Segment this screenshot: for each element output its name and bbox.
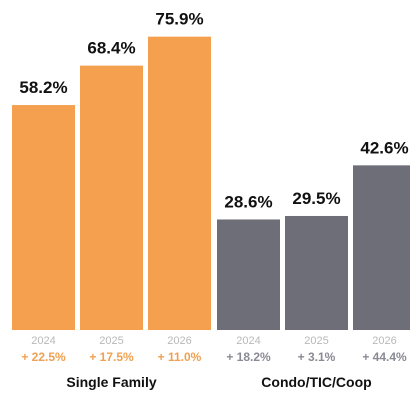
bar	[80, 65, 143, 330]
change-label: + 18.2%	[226, 350, 271, 364]
year-label: 2025	[99, 335, 123, 347]
year-label: 2024	[31, 335, 55, 347]
bar	[217, 219, 280, 330]
change-label: + 44.4%	[362, 350, 407, 364]
change-label: + 22.5%	[21, 350, 66, 364]
bar	[353, 165, 410, 330]
bar	[148, 36, 211, 331]
value-label: 29.5%	[292, 189, 340, 208]
year-label: 2026	[167, 335, 191, 347]
change-label: + 17.5%	[89, 350, 134, 364]
value-label: 58.2%	[19, 78, 67, 97]
bar	[12, 105, 75, 330]
group-label: Condo/TIC/Coop	[261, 374, 371, 390]
value-label: 42.6%	[360, 138, 408, 157]
value-label: 75.9%	[155, 10, 203, 29]
year-label: 2026	[372, 335, 396, 347]
value-label: 68.4%	[87, 39, 135, 58]
change-label: + 11.0%	[158, 350, 202, 364]
group-label: Single Family	[66, 374, 156, 390]
year-label: 2024	[236, 335, 260, 347]
year-label: 2025	[304, 335, 328, 347]
bar-group-condo-tic-coop: 28.6% 2024 + 18.2% 29.5% 2025 + 3.1% 42.6% 2026…	[217, 138, 410, 390]
change-label: + 3.1%	[298, 350, 336, 364]
value-label: 28.6%	[224, 192, 272, 211]
bar	[285, 215, 348, 330]
bar-group-single-family: 58.2% 2024 + 22.5% 68.4% 2025 + 17.5% 75.9% 202…	[12, 10, 211, 390]
